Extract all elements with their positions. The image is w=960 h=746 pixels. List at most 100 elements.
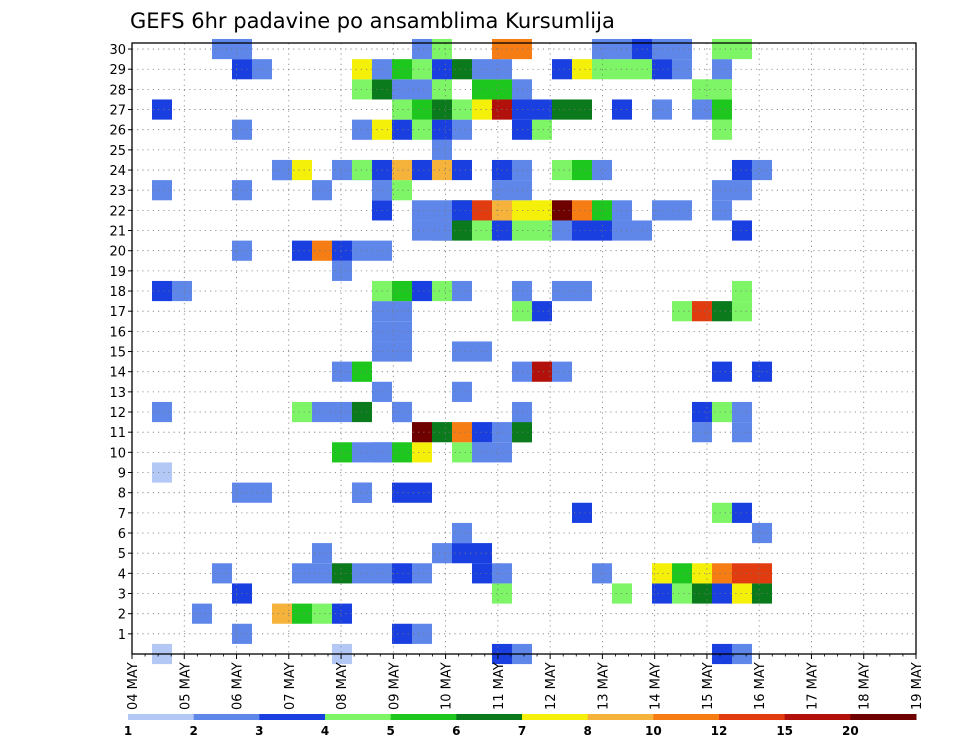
heatmap-cell [572, 59, 592, 80]
y-tick-label: 9 [118, 467, 126, 482]
heatmap-cell [692, 422, 712, 443]
legend-swatch [259, 714, 326, 720]
heatmap-cell [452, 99, 472, 120]
legend-swatch [390, 714, 457, 720]
heatmap-cell [392, 159, 412, 181]
heatmap-cell [312, 603, 332, 624]
heatmap-cell [692, 563, 712, 584]
heatmap-cell [452, 341, 472, 362]
heatmap-cell [552, 280, 572, 302]
heatmap-cell [432, 200, 452, 221]
heatmap-cell [572, 159, 592, 181]
heatmap-cell [312, 240, 332, 261]
heatmap-cell [452, 59, 472, 80]
heatmap-cell [152, 99, 172, 120]
heatmap-cell [432, 280, 452, 302]
legend-label: 4 [321, 724, 329, 738]
heatmap-cell [712, 502, 732, 523]
heatmap-cell [432, 159, 452, 181]
heatmap-cell [672, 59, 692, 80]
heatmap-cell [672, 38, 692, 60]
heatmap-cell [552, 99, 572, 120]
heatmap-cell [292, 603, 312, 624]
heatmap-cell [712, 301, 732, 322]
heatmap-cell [732, 159, 752, 181]
heatmap-cell [432, 59, 452, 80]
heatmap-cell [412, 200, 432, 221]
heatmap-cell [712, 59, 732, 80]
x-tick-label: 18 MAY [858, 662, 873, 710]
heatmap-cell [672, 563, 692, 584]
y-tick-label: 6 [118, 527, 126, 542]
y-tick-label: 30 [109, 43, 126, 58]
heatmap-cell [392, 180, 412, 201]
heatmap-cell [732, 180, 752, 201]
heatmap-cell [412, 99, 432, 120]
heatmap-cell [332, 260, 352, 281]
x-tick-label: 05 MAY [178, 662, 193, 710]
heatmap-cell [432, 38, 452, 60]
heatmap-cell [712, 180, 732, 201]
y-tick-label: 16 [109, 325, 126, 340]
x-tick-label: 04 MAY [126, 662, 141, 710]
heatmap-cell [712, 583, 732, 604]
heatmap-cell [712, 119, 732, 140]
heatmap-cell [432, 139, 452, 160]
y-tick-label: 22 [109, 204, 126, 219]
heatmap-cell [572, 280, 592, 302]
heatmap-cell [572, 99, 592, 120]
heatmap-cell [732, 220, 752, 241]
heatmap-cell [532, 220, 552, 241]
heatmap-cell [412, 623, 432, 644]
y-tick-label: 26 [109, 124, 126, 139]
x-tick-label: 16 MAY [753, 662, 768, 710]
heatmap-cell [392, 280, 412, 302]
heatmap-cell [532, 119, 552, 140]
y-tick-label: 11 [109, 426, 126, 441]
heatmap-cell [332, 603, 352, 624]
heatmap-cell [472, 220, 492, 241]
heatmap-cell [392, 401, 412, 423]
heatmap-cell [392, 119, 412, 140]
heatmap-cell [712, 38, 732, 60]
heatmap-cell [452, 522, 472, 544]
heatmap-cell [572, 220, 592, 241]
heatmap-cell [732, 280, 752, 302]
heatmap-cell [392, 563, 412, 584]
heatmap-cell [732, 563, 752, 584]
x-tick-label: 11 MAY [492, 662, 507, 710]
heatmap-cell [672, 583, 692, 604]
heatmap-cell [732, 301, 752, 322]
heatmap-cell [472, 99, 492, 120]
x-axis: 04 MAY 05 MAY 06 MAY 07 MAY 08 MAY 09 MAY 10 M… [126, 654, 925, 710]
y-tick-label: 4 [118, 567, 126, 582]
heatmap-cell [152, 401, 172, 423]
heatmap-cell [712, 361, 732, 382]
heatmap-cell [732, 38, 752, 60]
legend-swatch [325, 714, 392, 720]
heatmap-cell [332, 361, 352, 382]
heatmap-cell [212, 38, 232, 60]
x-tick-label: 12 MAY [544, 662, 559, 710]
legend-label: 10 [645, 724, 662, 738]
heatmap-cell [672, 200, 692, 221]
heatmap-cell [652, 563, 672, 584]
heatmap-cell [432, 543, 452, 564]
heatmap-cell [312, 543, 332, 564]
heatmap-cell [552, 220, 572, 241]
heatmap-cell [412, 159, 432, 181]
legend-swatch [128, 714, 195, 720]
heatmap-cell [652, 59, 672, 80]
y-tick-label: 19 [109, 265, 126, 280]
legend-swatch [456, 714, 523, 720]
y-tick-label: 20 [109, 245, 126, 260]
legend-label: 1 [124, 724, 132, 738]
heatmap-cell [392, 321, 412, 342]
heatmap-cell [432, 79, 452, 100]
heatmap-cell [712, 79, 732, 100]
heatmap-cell [412, 422, 432, 443]
heatmap-cell [552, 361, 572, 382]
heatmap-cell [532, 200, 552, 221]
legend-label: 6 [452, 724, 460, 738]
heatmap-cell [312, 563, 332, 584]
